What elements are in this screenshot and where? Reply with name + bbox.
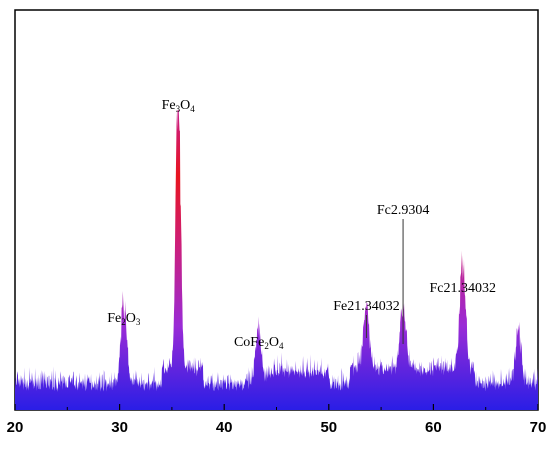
x-tick-label: 70 <box>530 419 547 436</box>
xrd-trace <box>15 110 538 410</box>
peak-label-text: CoFe <box>234 335 264 350</box>
x-axis: 20 30 40 50 60 70 <box>7 404 547 436</box>
peak-label-text: Fe <box>107 311 121 326</box>
peak-label-fc29304: Fc2.9304 <box>377 203 430 218</box>
peak-label-text: O <box>180 98 190 113</box>
peak-label-text: O <box>126 311 136 326</box>
peak-label-cofe2o4: CoFe2O4 <box>234 335 284 351</box>
peak-label-subscript: 3 <box>176 104 181 114</box>
peak-label-fc21b: Fc21.34032 <box>429 281 496 296</box>
x-tick-label: 50 <box>320 419 337 436</box>
peak-label-text: O <box>269 335 279 350</box>
peak-label-subscript: 3 <box>136 317 141 327</box>
x-tick-label: 20 <box>7 419 24 436</box>
peak-label-text: Fc2.9304 <box>377 203 430 218</box>
peak-label-text: Fc21.34032 <box>429 281 496 296</box>
peak-label-subscript: 2 <box>121 317 126 327</box>
peak-label-subscript: 2 <box>264 341 269 351</box>
peak-label-text: Fe <box>162 98 176 113</box>
peak-annotations: Fe2O3Fe3O4CoFe2O4Fe21.34032Fc2.9304Fc21.… <box>107 98 496 351</box>
peak-label-fe21a: Fe21.34032 <box>333 299 400 314</box>
x-tick-label: 60 <box>425 419 442 436</box>
peak-label-fe3o4: Fe3O4 <box>162 98 196 114</box>
x-tick-label: 40 <box>216 419 233 436</box>
x-tick-label: 30 <box>111 419 128 436</box>
peak-label-text: Fe21.34032 <box>333 299 400 314</box>
peak-label-subscript: 4 <box>279 341 284 351</box>
peak-label-fe2o3: Fe2O3 <box>107 311 141 327</box>
peak-label-subscript: 4 <box>190 104 195 114</box>
